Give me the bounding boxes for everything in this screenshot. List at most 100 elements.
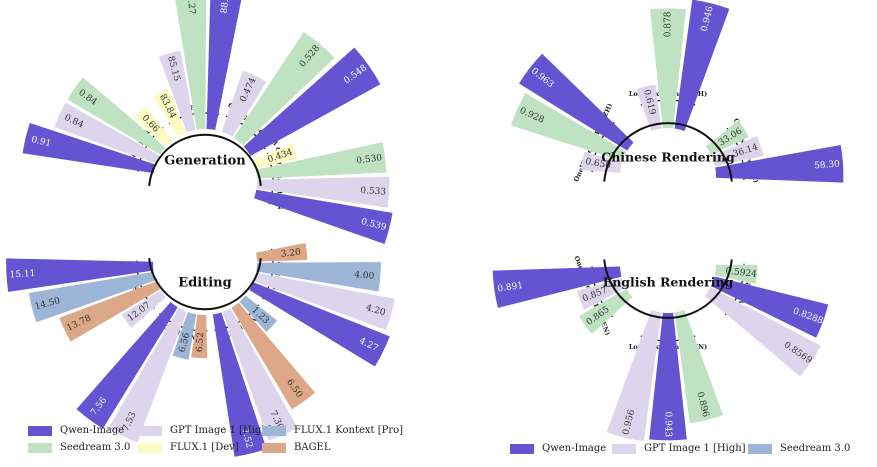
bar-gso-gpt-image-1-high <box>121 290 166 328</box>
value-label: 0.943 <box>663 412 673 438</box>
bar-oneig-bench-en-seedream-3-0 <box>255 142 387 179</box>
legend-item-seedream-3: Seedream 3.0 <box>28 442 130 453</box>
bar-dpg-seedream-3-0 <box>175 0 207 130</box>
legend-label: Seedream 3.0 <box>60 442 131 453</box>
value-label: 3.20 <box>280 248 301 260</box>
center-arc <box>148 133 262 186</box>
bar-cvtg-2k-qwen-image <box>711 276 829 338</box>
bar-gso-qwen-image <box>6 258 154 292</box>
legend-swatch <box>612 443 636 454</box>
group-label: DPG <box>184 103 202 114</box>
bar-longtext-bench-zh-gpt-image-1-high <box>636 84 662 131</box>
bar-oneig-bench-en-gpt-image-1-high <box>256 176 390 208</box>
bar-gedit-cn-gpt-image-1-high <box>222 308 298 441</box>
bar-oneig-bench-text-en-seedream-3-0 <box>579 288 633 334</box>
value-label: 0.533 <box>360 186 387 198</box>
bar-group-gedit-cn: GEdit-CN1.236.507.307.52 <box>212 295 316 457</box>
bar-gedit-en-gpt-image-1-high <box>108 307 187 443</box>
radial-chart-chinese-rendering: ChineseWord (ZH)33.0636.1458.30OneIG-Ben… <box>510 0 844 184</box>
legend-item-seedream-3-right: Seedream 3.0 <box>748 443 850 454</box>
bar-imgedit-gpt-image-1-high <box>253 272 395 331</box>
bar-gedit-en-flux-1-kontext-pro <box>172 312 197 360</box>
bar-longtext-bench-en-qwen-image <box>649 312 687 441</box>
legend-item-qwen-image: Qwen-Image <box>28 425 124 436</box>
legend-swatch <box>262 442 286 453</box>
legend-item-bagel: BAGEL <box>262 442 331 453</box>
value-label: 0.91 <box>30 135 52 149</box>
legend-swatch <box>138 425 162 436</box>
legend-swatch <box>748 443 772 454</box>
legend-swatch <box>262 425 286 436</box>
bar-geneval-seedream-3-0 <box>67 77 166 155</box>
value-label: 88.32 <box>220 0 233 14</box>
bar-oneig-bench-en-qwen-image <box>254 189 393 244</box>
value-label: 6.56 <box>178 331 193 353</box>
bar-geneval-qwen-image <box>22 122 156 174</box>
bar-oneig-bench-zh-gpt-image-1-high <box>221 70 267 137</box>
bar-gedit-cn-bagel <box>231 302 316 410</box>
value-label: 15.11 <box>9 269 35 281</box>
bar-gedit-en-bagel <box>191 314 208 359</box>
legend-label: FLUX.1 Kontext [Pro] <box>294 425 404 436</box>
value-label: 88.27 <box>184 0 196 15</box>
legend-label: GPT Image 1 [High] <box>170 425 272 436</box>
bar-geneval-gpt-image-1-high <box>54 102 160 164</box>
bar-imgedit-bagel <box>255 242 308 262</box>
chart-title: English Rendering <box>603 275 734 290</box>
bar-geneval-flux-1-dev <box>133 106 173 147</box>
group-label: OneIG-Bench-EN <box>274 147 284 210</box>
bar-cvtg-2k-seedream-3-0 <box>714 264 758 284</box>
bar-gso-flux-1-kontext-pro <box>28 271 156 323</box>
value-label: 4.00 <box>354 270 375 282</box>
bar-oneig-bench-text-zh-qwen-image <box>518 53 634 151</box>
legend-label: Seedream 3.0 <box>780 443 851 454</box>
bar-group-gedit-en: GEdit-EN6.526.567.537.56 <box>76 302 208 443</box>
bar-oneig-bench-en-flux-1-dev <box>252 143 298 169</box>
radial-chart-editing: ImgEdit3.204.004.204.27GEdit-CN1.236.507… <box>6 242 395 457</box>
bar-cvtg-2k-gpt-image-1-high <box>704 287 821 377</box>
legend-swatch <box>28 442 52 453</box>
legend-item-gpt-image-1-high-right: GPT Image 1 [High] <box>612 443 746 454</box>
legend-item-flux-kontext-pro: FLUX.1 Kontext [Pro] <box>262 425 403 436</box>
center-arc <box>603 259 733 319</box>
bar-longtext-bench-zh-seedream-3-0 <box>650 8 686 129</box>
value-label: 0.650 <box>584 157 611 171</box>
legend-label: Qwen-Image <box>542 443 607 454</box>
chart-title: Generation <box>164 154 246 169</box>
value-label: 7.52 <box>239 427 253 449</box>
legend-swatch <box>510 443 534 454</box>
chart-title: Chinese Rendering <box>601 150 735 165</box>
radial-chart-generation: GenEval0.910.840.840.66DPG83.8485.1588.2… <box>22 0 393 244</box>
bar-longtext-bench-en-gpt-image-1-high <box>606 310 662 442</box>
legend-label: Qwen-Image <box>60 425 125 436</box>
legend-label: BAGEL <box>294 442 331 453</box>
center-arc <box>603 122 733 182</box>
bar-chineseword-zh-qwen-image <box>715 145 844 183</box>
legend-item-qwen-image-right: Qwen-Image <box>510 443 606 454</box>
radial-chart-english-rendering: CVTG-2K0.59240.82880.8569LongText-Bench … <box>492 255 829 442</box>
value-label: 0.5924 <box>725 267 758 280</box>
bar-oneig-bench-text-en-qwen-image <box>492 266 622 308</box>
legend-swatch <box>138 442 162 453</box>
bar-gedit-en-qwen-image <box>76 302 178 429</box>
legend-item-gpt-image-1-high: GPT Image 1 [High] <box>138 425 272 436</box>
bar-oneig-bench-text-zh-seedream-3-0 <box>510 93 627 162</box>
value-label: 6.52 <box>195 332 206 353</box>
bar-oneig-bench-zh-seedream-3-0 <box>233 32 335 146</box>
center-arc <box>148 258 262 311</box>
bar-dpg-gpt-image-1-high <box>158 50 196 133</box>
bar-longtext-bench-en-seedream-3-0 <box>674 310 724 424</box>
bar-imgedit-flux-1-kontext-pro <box>256 261 381 292</box>
legend-swatch <box>28 425 52 436</box>
value-label: 0.530 <box>356 153 383 166</box>
bar-oneig-bench-text-zh-gpt-image-1-high <box>581 151 622 173</box>
bar-dpg-flux-1-dev <box>153 88 186 137</box>
bar-gedit-cn-flux-1-kontext-pro <box>239 295 278 332</box>
